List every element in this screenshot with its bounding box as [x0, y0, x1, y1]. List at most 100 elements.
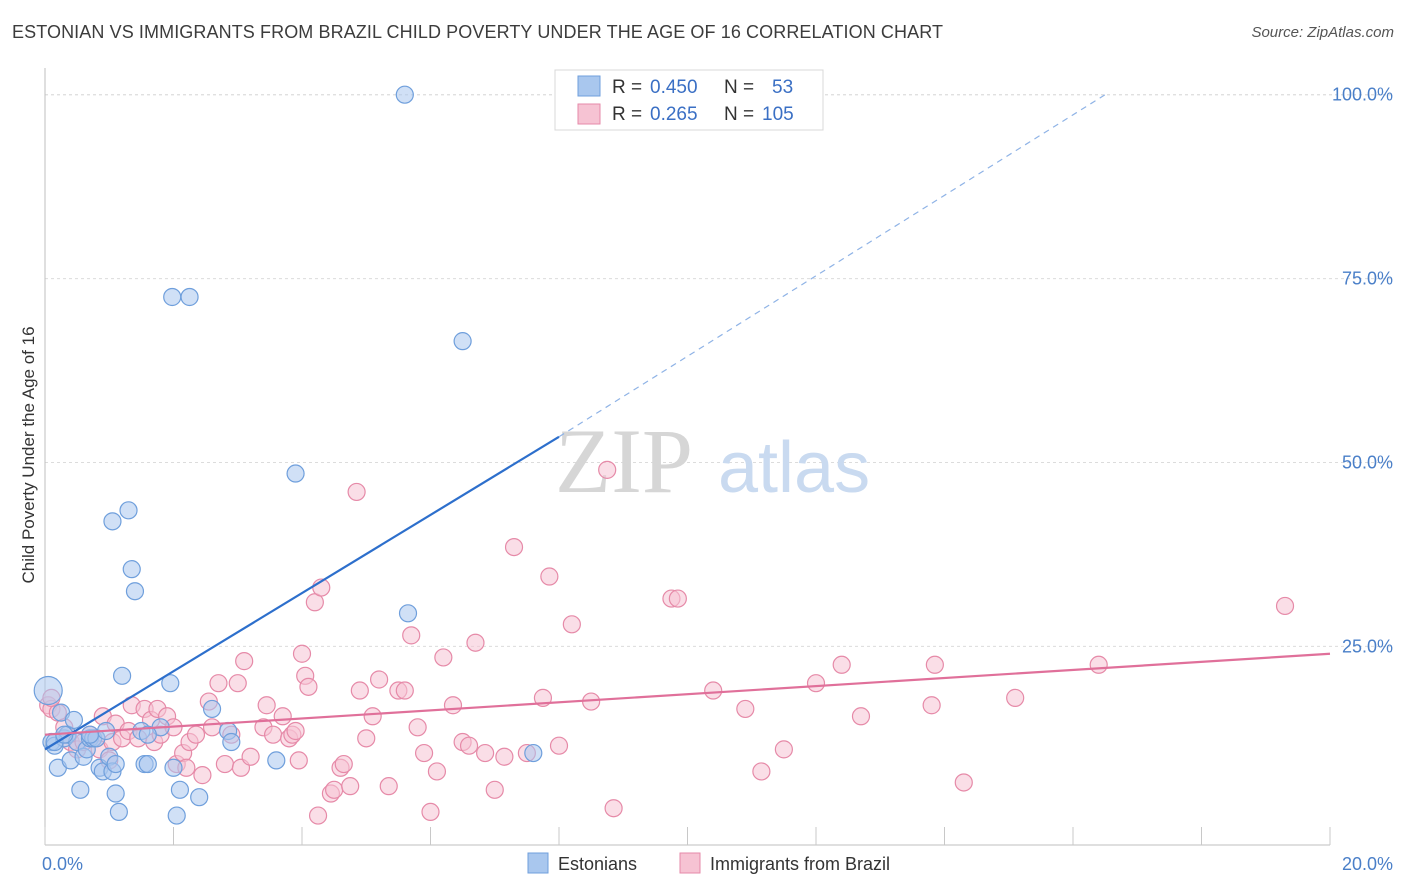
- y-tick-label-2: 75.0%: [1342, 269, 1393, 289]
- brazil-point: [289, 751, 308, 770]
- estonian-point: [163, 287, 182, 307]
- brazil-point: [736, 699, 755, 719]
- estonian-point: [453, 332, 472, 351]
- estonian-point: [112, 666, 132, 685]
- legend-r-value-2: 0.265: [650, 104, 698, 125]
- estonian-point: [138, 754, 157, 774]
- brazil-point: [402, 626, 421, 645]
- brazil-point: [832, 655, 851, 674]
- brazil-point: [209, 674, 228, 693]
- brazil-point: [540, 567, 559, 586]
- legend-swatch-blue: [577, 75, 601, 97]
- tick-labels: 25.0% 50.0% 75.0% 100.0% 0.0% 20.0%: [42, 85, 1393, 874]
- brazil-point: [215, 754, 234, 774]
- brazil-point: [228, 674, 247, 693]
- brazil-point: [273, 707, 292, 726]
- brazil-point: [466, 633, 485, 652]
- estonian-point: [286, 464, 305, 483]
- chart-title: ESTONIAN VS IMMIGRANTS FROM BRAZIL CHILD…: [12, 22, 944, 42]
- estonian-point: [202, 699, 222, 719]
- brazil-point: [186, 725, 206, 744]
- brazil-point: [202, 718, 222, 737]
- trend-lines: [44, 94, 1331, 751]
- estonian-point: [80, 725, 100, 744]
- brazil-point: [504, 537, 524, 557]
- legend-n-value-2: 105: [762, 104, 794, 125]
- estonian-point: [125, 582, 145, 601]
- brazil-point: [752, 762, 771, 781]
- series-legend-label-estonians: Estonians: [558, 854, 637, 874]
- brazil-points: [39, 460, 1295, 825]
- estonian-point: [398, 604, 418, 623]
- legend-r-label-2: R =: [612, 104, 642, 125]
- brazil-point: [604, 799, 623, 818]
- estonian-point: [167, 806, 186, 825]
- brazil-point: [922, 696, 941, 715]
- brazil-point: [408, 718, 427, 737]
- estonian-point: [267, 751, 286, 770]
- watermark-zip: ZIP: [555, 410, 693, 512]
- y-axis-title: Child Poverty Under the Age of 16: [19, 326, 38, 583]
- brazil-point: [347, 482, 366, 502]
- brazil-point: [241, 747, 260, 766]
- estonian-trend-line: [44, 435, 560, 751]
- estonian-point: [180, 287, 199, 307]
- brazil-point: [774, 740, 793, 759]
- brazil-point: [286, 721, 305, 741]
- estonian-point: [138, 725, 157, 744]
- brazil-point: [341, 777, 360, 796]
- brazil-point: [427, 762, 447, 781]
- brazil-point: [1089, 655, 1108, 674]
- brazil-point: [851, 707, 871, 726]
- estonian-point: [161, 674, 180, 693]
- brazil-point: [1275, 596, 1295, 616]
- brazil-point: [334, 754, 353, 774]
- legend-n-label-1: N =: [724, 77, 754, 98]
- legend-swatch-pink: [577, 103, 601, 125]
- brazil-point: [357, 729, 376, 748]
- estonian-point: [103, 512, 122, 531]
- brazil-point: [806, 674, 826, 693]
- brazil-point: [562, 615, 581, 634]
- brazil-point: [495, 747, 514, 766]
- brazil-point: [235, 652, 254, 671]
- y-tick-label-0: 25.0%: [1342, 636, 1393, 656]
- estonian-point: [395, 85, 414, 104]
- brazil-point: [370, 670, 389, 689]
- estonian-point: [222, 732, 241, 752]
- brazil-point: [363, 707, 382, 726]
- estonian-point: [109, 802, 128, 821]
- source-label: Source: ZipAtlas.com: [1251, 24, 1394, 41]
- brazil-point: [421, 802, 440, 821]
- legend-n-value-1: 53: [772, 77, 793, 98]
- brazil-point: [325, 780, 344, 799]
- watermark-atlas: atlas: [718, 428, 870, 508]
- brazil-point: [434, 648, 453, 667]
- brazil-point: [193, 766, 212, 785]
- brazil-point: [925, 655, 944, 674]
- legend-n-label-2: N =: [724, 104, 754, 125]
- estonian-point: [170, 780, 190, 799]
- estonian-point: [122, 560, 141, 579]
- brazil-point: [292, 644, 312, 663]
- x-tick-label-0: 0.0%: [42, 854, 83, 874]
- grid-lines: [45, 94, 1395, 647]
- estonian-point: [524, 743, 543, 763]
- x-tick-label-1: 20.0%: [1342, 854, 1393, 874]
- brazil-point: [263, 725, 283, 744]
- series-legend-swatch-estonians: [527, 852, 549, 874]
- brazil-point: [379, 777, 398, 796]
- legend-r-label-1: R =: [612, 77, 642, 98]
- axes: [44, 68, 1331, 846]
- estonian-point: [106, 754, 125, 774]
- brazil-point: [443, 696, 463, 715]
- brazil-point: [1006, 688, 1025, 707]
- y-tick-label-1: 50.0%: [1342, 453, 1393, 473]
- brazil-point: [704, 681, 723, 700]
- series-legend-swatch-brazil: [679, 852, 701, 874]
- brazil-point: [414, 743, 434, 763]
- y-tick-label-3: 100.0%: [1332, 85, 1393, 105]
- brazil-point: [954, 773, 973, 792]
- brazil-point: [299, 677, 318, 696]
